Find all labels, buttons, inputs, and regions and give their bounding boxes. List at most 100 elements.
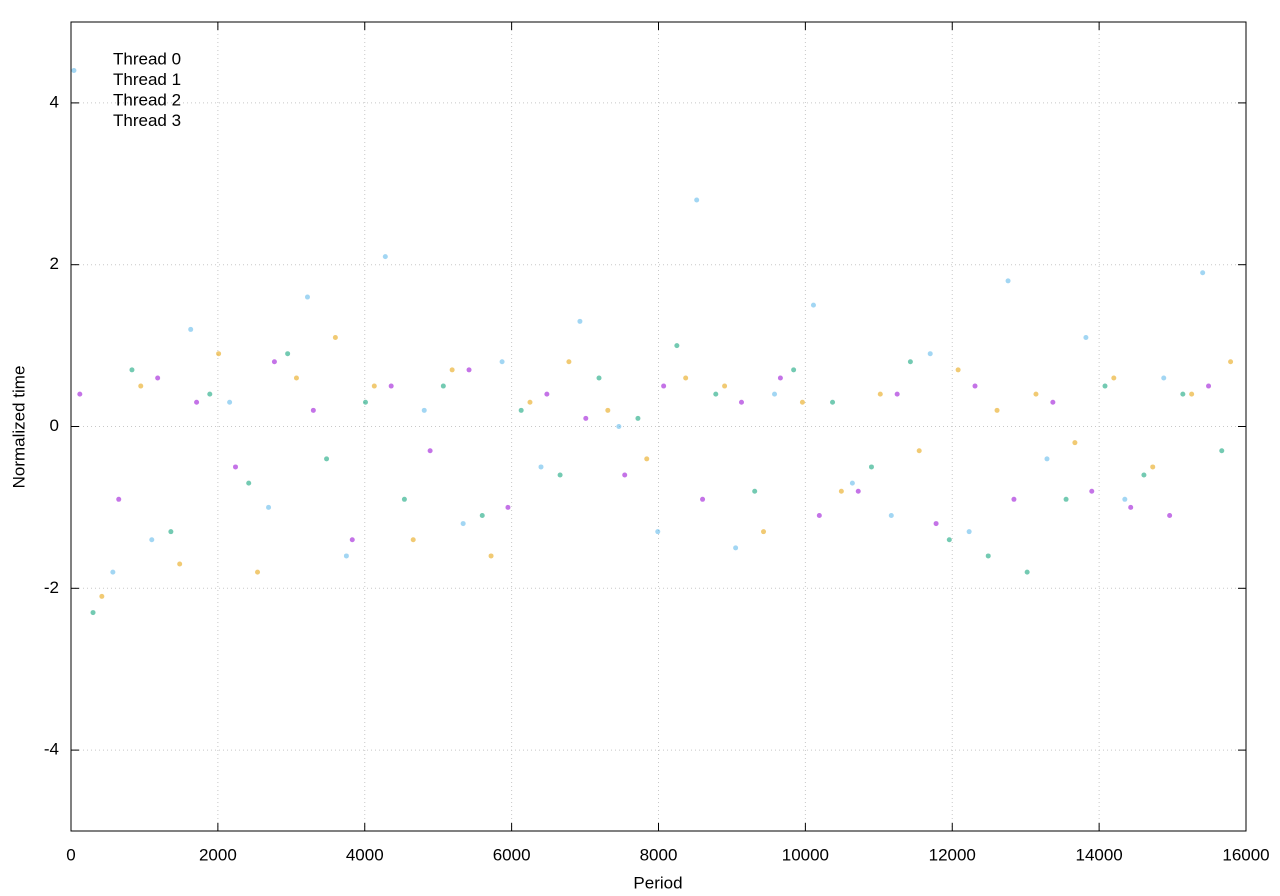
y-tick-label: 4 bbox=[50, 92, 59, 111]
point bbox=[810, 302, 816, 308]
point bbox=[655, 529, 661, 535]
point bbox=[972, 383, 978, 389]
x-tick-label: 4000 bbox=[346, 845, 384, 864]
point bbox=[661, 383, 667, 389]
y-tick-label: -4 bbox=[44, 740, 59, 759]
point bbox=[933, 521, 939, 527]
point bbox=[1128, 504, 1134, 510]
point bbox=[674, 343, 680, 349]
point bbox=[1044, 456, 1050, 462]
point bbox=[538, 464, 544, 470]
point bbox=[799, 399, 805, 405]
x-tick-label: 0 bbox=[66, 845, 75, 864]
point bbox=[855, 488, 861, 494]
point bbox=[410, 537, 416, 543]
point bbox=[460, 521, 466, 527]
x-tick-label: 14000 bbox=[1075, 845, 1122, 864]
point bbox=[605, 407, 611, 413]
point bbox=[868, 464, 874, 470]
point bbox=[255, 569, 261, 575]
point bbox=[1167, 512, 1173, 518]
point bbox=[1122, 496, 1128, 502]
point bbox=[129, 367, 135, 373]
point bbox=[149, 537, 155, 543]
point bbox=[227, 399, 233, 405]
point bbox=[388, 383, 394, 389]
point bbox=[90, 610, 96, 616]
point bbox=[518, 407, 524, 413]
point bbox=[635, 415, 641, 421]
point bbox=[1102, 383, 1108, 389]
y-axis-label: Normalized time bbox=[9, 366, 28, 489]
point bbox=[761, 529, 767, 535]
point bbox=[946, 537, 952, 543]
point bbox=[99, 593, 105, 599]
point bbox=[1033, 391, 1039, 397]
x-tick-label: 6000 bbox=[493, 845, 531, 864]
point bbox=[440, 383, 446, 389]
point bbox=[110, 569, 116, 575]
plot-frame bbox=[70, 21, 1247, 832]
point bbox=[894, 391, 900, 397]
point bbox=[1141, 472, 1147, 478]
legend-label: Thread 0 bbox=[113, 49, 181, 68]
point bbox=[138, 383, 144, 389]
point bbox=[713, 391, 719, 397]
point bbox=[382, 254, 388, 260]
legend-label: Thread 1 bbox=[113, 70, 181, 89]
point bbox=[401, 496, 407, 502]
point bbox=[1024, 569, 1030, 575]
point bbox=[907, 359, 913, 365]
point bbox=[499, 359, 505, 365]
point bbox=[738, 399, 744, 405]
y-tick-label: 2 bbox=[50, 254, 59, 273]
x-tick-label: 2000 bbox=[199, 845, 237, 864]
point bbox=[816, 512, 822, 518]
point bbox=[1063, 496, 1069, 502]
point bbox=[877, 391, 883, 397]
point bbox=[927, 351, 933, 357]
point bbox=[1228, 359, 1234, 365]
point bbox=[479, 512, 485, 518]
point bbox=[304, 294, 310, 300]
point bbox=[994, 407, 1000, 413]
point bbox=[966, 529, 972, 535]
point bbox=[700, 496, 706, 502]
point bbox=[362, 399, 368, 405]
point bbox=[1189, 391, 1195, 397]
point bbox=[1072, 440, 1078, 446]
point bbox=[71, 68, 77, 74]
point bbox=[427, 448, 433, 454]
point bbox=[849, 480, 855, 486]
point bbox=[155, 375, 161, 381]
point bbox=[1011, 496, 1017, 502]
point bbox=[1161, 375, 1167, 381]
point bbox=[838, 488, 844, 494]
point bbox=[285, 351, 291, 357]
point bbox=[772, 391, 778, 397]
point bbox=[985, 553, 991, 559]
point bbox=[683, 375, 689, 381]
point bbox=[622, 472, 628, 478]
point bbox=[1050, 399, 1056, 405]
legend-label: Thread 2 bbox=[113, 90, 181, 109]
point bbox=[449, 367, 455, 373]
point bbox=[791, 367, 797, 373]
point bbox=[557, 472, 563, 478]
point bbox=[310, 407, 316, 413]
x-axis-label: Period bbox=[633, 873, 682, 892]
point bbox=[722, 383, 728, 389]
point bbox=[1150, 464, 1156, 470]
point bbox=[168, 529, 174, 535]
point bbox=[246, 480, 252, 486]
point bbox=[1111, 375, 1117, 381]
point bbox=[752, 488, 758, 494]
point bbox=[271, 359, 277, 365]
point bbox=[488, 553, 494, 559]
point bbox=[777, 375, 783, 381]
point bbox=[466, 367, 472, 373]
x-tick-label: 8000 bbox=[640, 845, 678, 864]
y-tick-label: -2 bbox=[44, 578, 59, 597]
point bbox=[527, 399, 533, 405]
point bbox=[1083, 335, 1089, 341]
